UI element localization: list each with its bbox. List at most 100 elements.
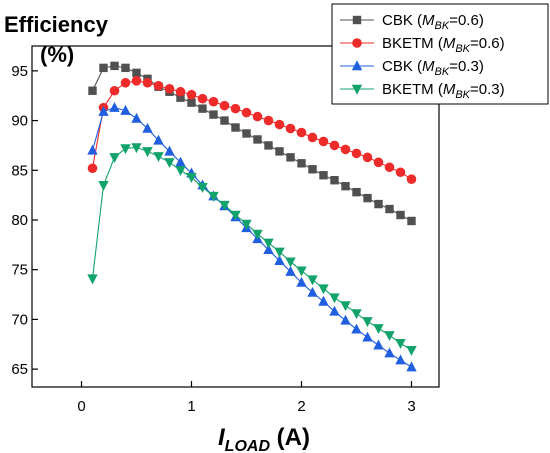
legend-label-var: M — [443, 81, 456, 98]
legend-label-suffix: =0.6) — [470, 35, 505, 52]
data-point — [285, 257, 296, 268]
x-axis-title: ILOAD (A) — [218, 424, 310, 453]
legend-label-suffix: =0.6) — [449, 12, 484, 29]
legend-label-var: M — [422, 12, 435, 29]
data-point — [87, 274, 98, 285]
data-point — [351, 148, 362, 159]
legend-label: BKETM (MBK=0.3) — [382, 81, 505, 101]
data-point — [164, 145, 175, 156]
y-tick-label: 80 — [11, 212, 28, 229]
data-point — [274, 119, 285, 130]
data-point — [131, 112, 142, 123]
data-point — [329, 140, 340, 151]
data-point — [153, 152, 164, 163]
data-point — [340, 144, 351, 155]
data-point — [87, 144, 98, 155]
data-point — [385, 204, 394, 214]
data-point — [241, 107, 252, 118]
data-point — [176, 93, 185, 102]
legend-entry: CBK (MBK=0.6) — [340, 12, 484, 32]
data-point — [87, 163, 98, 174]
data-point — [319, 171, 328, 180]
legend-label-sub: BK — [435, 66, 450, 78]
data-point — [395, 339, 406, 349]
plot-area-frame — [31, 45, 440, 388]
data-point — [208, 191, 219, 202]
data-point — [395, 354, 406, 365]
x-tick-label: 0 — [77, 398, 85, 415]
x-tick-label: 1 — [187, 398, 195, 415]
data-point — [274, 255, 285, 265]
x-tick-label: 2 — [297, 398, 305, 415]
legend-label-sub: BK — [435, 20, 450, 32]
data-point — [197, 93, 208, 104]
legend-entry: BKETM (MBK=0.6) — [340, 35, 505, 55]
data-point — [187, 98, 196, 107]
series-layer — [87, 61, 417, 372]
data-point — [131, 143, 142, 154]
y-axis-title-line1: Efficiency — [4, 12, 109, 37]
data-point — [263, 115, 274, 126]
data-point — [406, 361, 417, 372]
data-point — [241, 219, 252, 230]
data-point — [175, 156, 186, 167]
series-line — [91, 107, 412, 368]
y-tick-label: 70 — [11, 311, 28, 328]
data-point — [373, 324, 384, 335]
legend-box — [331, 3, 549, 105]
legend-label-sub: BK — [455, 89, 470, 101]
data-point — [318, 295, 329, 306]
data-point — [296, 276, 307, 287]
legend-marker — [351, 84, 363, 95]
legend-marker — [351, 60, 363, 71]
data-point — [374, 199, 383, 209]
data-point — [142, 122, 153, 133]
data-point — [120, 144, 131, 155]
data-point — [252, 229, 263, 240]
legend-label-var: M — [443, 35, 456, 52]
data-point — [197, 182, 208, 193]
data-point — [219, 200, 230, 211]
legend-marker — [352, 15, 362, 25]
data-point — [318, 284, 329, 295]
data-point — [373, 157, 384, 168]
data-point — [395, 167, 406, 178]
legend-label-prefix: BKETM ( — [382, 35, 443, 52]
data-point — [308, 165, 317, 174]
data-point — [186, 89, 197, 100]
data-point — [296, 266, 307, 277]
data-point — [406, 174, 417, 185]
data-point — [120, 77, 131, 88]
data-point — [263, 244, 274, 255]
data-point — [230, 210, 241, 221]
data-point — [297, 159, 306, 168]
data-point — [120, 104, 131, 115]
data-point — [318, 136, 329, 147]
data-point — [384, 162, 395, 173]
data-point — [384, 331, 395, 342]
data-point — [352, 187, 361, 197]
data-point — [209, 110, 218, 119]
legend-label-prefix: BKETM ( — [382, 81, 443, 98]
legend-entry: BKETM (MBK=0.3) — [340, 81, 505, 101]
data-point — [264, 141, 273, 150]
data-point — [220, 116, 229, 125]
data-point — [362, 331, 373, 342]
y-axis-ticks: 65 70 75 80 85 90 95 — [11, 63, 38, 378]
data-point — [142, 77, 153, 88]
data-point — [99, 63, 108, 73]
data-point — [384, 347, 395, 358]
data-point — [109, 101, 120, 112]
data-point — [198, 104, 207, 113]
data-point — [153, 134, 164, 145]
y-tick-label: 85 — [11, 162, 28, 179]
legend-label-suffix: =0.3) — [449, 58, 484, 75]
data-point — [340, 314, 351, 325]
data-point — [351, 323, 362, 334]
data-point — [186, 173, 197, 183]
data-point — [110, 61, 119, 71]
data-point — [109, 85, 120, 96]
data-point — [230, 103, 241, 114]
data-point — [373, 339, 384, 350]
